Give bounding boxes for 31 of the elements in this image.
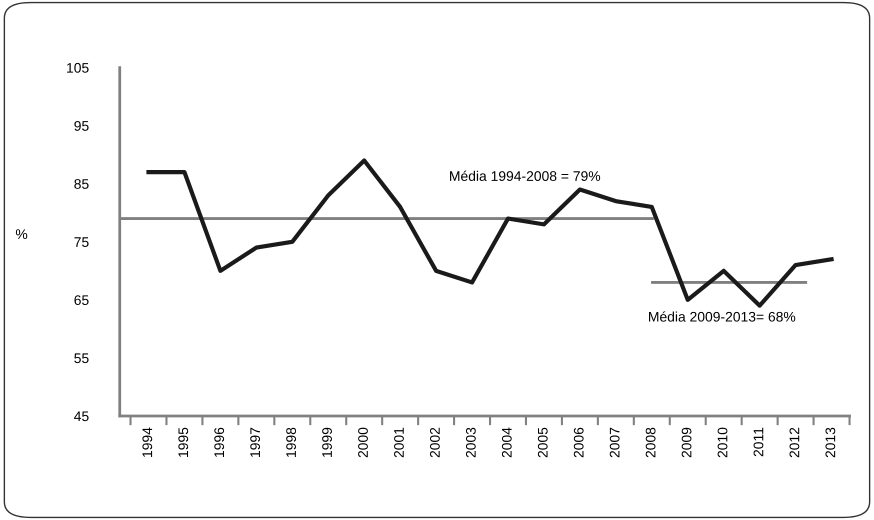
x-tick-label: 2011 [754, 428, 764, 456]
x-tick-label: 2013 [825, 428, 836, 458]
x-tick-label: 2001 [394, 428, 404, 458]
y-axis-title: % [16, 229, 28, 239]
x-tick-label: 2003 [466, 428, 476, 458]
x-tick-label: 2005 [538, 428, 548, 458]
x-tick-label: 2009 [682, 428, 692, 458]
x-tick-label: 2002 [430, 428, 440, 458]
ref-line-label: Média 2009-2013= 68% [649, 311, 796, 322]
x-tick-label: 2004 [502, 428, 512, 458]
x-tick-label: 2008 [646, 428, 656, 458]
y-tick-label: 55 [74, 353, 89, 364]
x-tick-label: 2006 [574, 428, 584, 458]
x-tick-label: 2012 [789, 428, 800, 458]
x-tick-label: 2010 [718, 428, 728, 458]
y-tick-label: 75 [74, 237, 89, 247]
x-tick-label: 2000 [358, 428, 368, 458]
y-tick-label: 95 [74, 121, 89, 131]
x-tick-label: 1999 [322, 428, 332, 457]
x-tick-label: 1995 [178, 428, 188, 457]
x-tick-label: 2007 [610, 428, 620, 458]
x-tick-label: 1997 [250, 428, 260, 457]
ref-line-label: Média 1994-2008 = 79% [450, 170, 600, 181]
x-tick-label: 1996 [214, 428, 224, 457]
x-tick-label: 1998 [286, 428, 296, 457]
y-tick-label: 65 [74, 295, 89, 306]
y-tick-label: 105 [67, 62, 89, 73]
x-tick-label: 1994 [142, 428, 152, 457]
y-tick-label: 45 [74, 411, 89, 422]
line-series [146, 158, 834, 308]
y-tick-label: 85 [74, 179, 89, 189]
